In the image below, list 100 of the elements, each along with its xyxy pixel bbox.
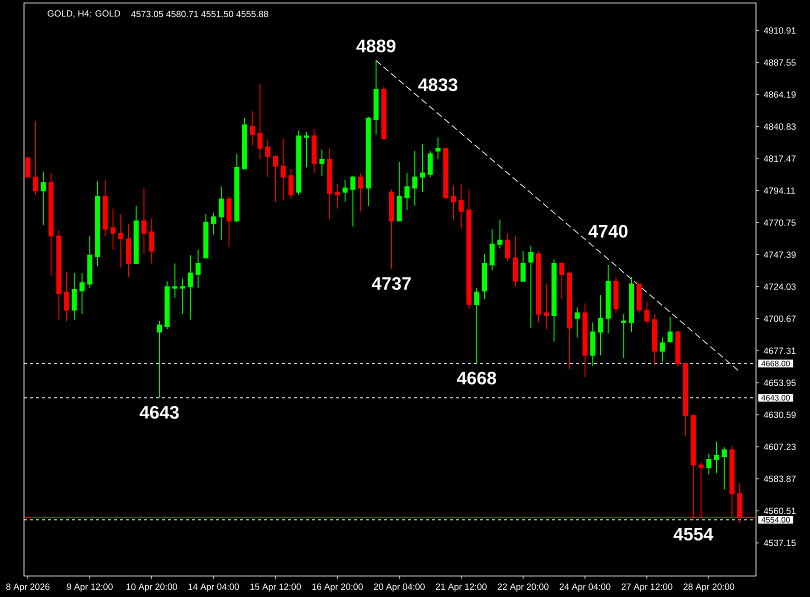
candlestick bbox=[304, 131, 309, 168]
y-tick-label: 4840.83 bbox=[764, 123, 796, 130]
x-tick-label: 24 Apr 04:00 bbox=[560, 584, 610, 592]
ref-line-label: 4668.00 bbox=[761, 360, 790, 366]
candlestick bbox=[428, 150, 433, 178]
candlestick bbox=[544, 284, 549, 330]
y-tick-label: 4910.91 bbox=[764, 27, 796, 34]
candlestick bbox=[33, 120, 38, 196]
y-tick-label: 4630.59 bbox=[764, 412, 796, 418]
y-tick-label: 4724.03 bbox=[764, 284, 796, 290]
candlestick bbox=[312, 128, 317, 174]
candlestick bbox=[296, 130, 302, 196]
x-tick-label: 9 Apr 12:00 bbox=[66, 584, 113, 592]
candlestick bbox=[218, 186, 224, 241]
candlestick bbox=[188, 254, 193, 320]
candlestick bbox=[497, 219, 502, 249]
annotation: 4668 bbox=[456, 372, 496, 384]
candlestick bbox=[327, 148, 332, 220]
candlestick bbox=[203, 214, 208, 258]
candlestick bbox=[211, 212, 216, 236]
x-tick-label: 21 Apr 12:00 bbox=[436, 584, 487, 592]
candlestick bbox=[520, 250, 526, 282]
y-tick-label: 4770.75 bbox=[764, 219, 796, 226]
candlestick bbox=[141, 188, 146, 254]
candlestick bbox=[389, 188, 394, 270]
candlestick bbox=[598, 294, 604, 356]
candlestick bbox=[435, 136, 441, 160]
ref-line-label: 4554.00 bbox=[761, 516, 790, 523]
x-tick-label: 15 Apr 12:00 bbox=[250, 584, 301, 592]
candlestick bbox=[660, 337, 665, 363]
annotation: 4643 bbox=[140, 406, 179, 419]
text: GOLD, H4: GOLD bbox=[48, 10, 120, 18]
candlestick bbox=[528, 245, 534, 328]
y-tick-label: 4677.31 bbox=[764, 348, 796, 354]
candlestick bbox=[250, 110, 255, 146]
candlestick bbox=[474, 288, 480, 364]
candlestick bbox=[706, 454, 712, 476]
candlestick bbox=[512, 236, 518, 288]
candlestick bbox=[683, 363, 688, 437]
y-tick-label: 4537.15 bbox=[764, 540, 796, 546]
candlestick bbox=[64, 271, 70, 322]
candlestick bbox=[690, 414, 696, 520]
candlestick bbox=[280, 138, 286, 201]
candlestick bbox=[621, 314, 626, 358]
candlestick bbox=[536, 250, 542, 323]
candlestick bbox=[420, 144, 426, 193]
text: 4573.05 4580.71 4551.50 4555.88 bbox=[131, 10, 268, 18]
candlestick bbox=[242, 118, 248, 170]
candlestick bbox=[126, 223, 131, 278]
candlestick bbox=[25, 156, 30, 178]
candlestick bbox=[458, 183, 464, 230]
candlestick bbox=[149, 218, 154, 264]
candlestick bbox=[319, 149, 324, 176]
candlestick bbox=[134, 205, 139, 264]
candlestick bbox=[350, 175, 356, 227]
candlestick bbox=[574, 306, 580, 338]
y-tick-label: 4560.51 bbox=[764, 508, 796, 514]
candlestick bbox=[234, 153, 240, 223]
candlestick bbox=[737, 482, 742, 524]
candlestick bbox=[628, 276, 634, 332]
candlestick bbox=[172, 263, 178, 298]
candlestick bbox=[582, 302, 588, 378]
x-tick-label: 14 Apr 04:00 bbox=[188, 584, 239, 592]
candlestick bbox=[606, 264, 611, 334]
candlestick bbox=[94, 180, 100, 267]
candlestick bbox=[110, 208, 116, 250]
annotation: 4737 bbox=[372, 277, 411, 290]
y-tick-label: 4653.95 bbox=[764, 380, 796, 386]
candlestick bbox=[729, 445, 735, 518]
candlestick bbox=[40, 171, 46, 226]
x-tick-label: 27 Apr 12:00 bbox=[622, 584, 672, 592]
candlestick bbox=[490, 228, 495, 271]
ref-line-label: 4643.00 bbox=[761, 394, 790, 401]
candlestick bbox=[118, 214, 124, 268]
candlestick bbox=[180, 278, 186, 315]
x-tick-label: 16 Apr 20:00 bbox=[312, 584, 363, 592]
candlestick bbox=[56, 230, 62, 320]
candlestick bbox=[358, 172, 364, 212]
x-tick-label: 22 Apr 20:00 bbox=[498, 584, 549, 592]
annotation: 4554 bbox=[674, 528, 714, 541]
y-tick-label: 4887.55 bbox=[764, 59, 796, 66]
candlestick bbox=[505, 232, 510, 262]
candlestick bbox=[272, 154, 278, 202]
candlestick bbox=[288, 168, 294, 200]
candlestick bbox=[381, 86, 386, 141]
candlestick bbox=[412, 150, 418, 206]
candlestick bbox=[48, 172, 54, 276]
y-tick-label: 4607.23 bbox=[764, 444, 796, 450]
candlestick bbox=[644, 301, 650, 324]
y-tick-label: 4700.67 bbox=[764, 316, 796, 322]
candlestick bbox=[590, 322, 596, 367]
candlestick bbox=[374, 60, 379, 136]
candlestick bbox=[675, 330, 680, 367]
candlestick bbox=[342, 179, 348, 202]
candlestick bbox=[102, 179, 108, 236]
candlestick bbox=[443, 148, 448, 200]
candlestick bbox=[714, 441, 720, 474]
x-tick-label: 20 Apr 04:00 bbox=[374, 584, 425, 592]
y-tick-label: 4583.87 bbox=[764, 476, 796, 482]
candlestick bbox=[87, 236, 92, 289]
